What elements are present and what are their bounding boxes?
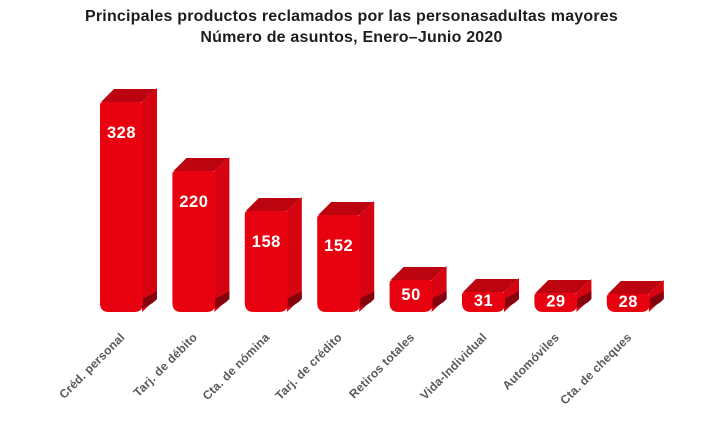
x-axis-label: Tarj. de crédito <box>272 330 344 402</box>
bar-value-label: 31 <box>474 292 493 310</box>
bar-top-face <box>607 281 663 294</box>
x-axis-label: Vida-Individual <box>417 330 489 402</box>
x-axis-label: Automóviles <box>500 330 562 392</box>
x-axis-label: Cta. de nómina <box>200 330 273 403</box>
x-axis-label: Retiros totales <box>346 330 417 401</box>
bar-front-face <box>100 102 143 312</box>
bar-side-face <box>286 197 302 312</box>
bar-value-label: 152 <box>324 237 353 255</box>
bar-top-face <box>101 89 156 102</box>
bar-value-label: 220 <box>179 193 208 211</box>
chart-title-line2: Número de asuntos, Enero–Junio 2020 <box>200 29 503 46</box>
bar-side-face <box>214 157 230 312</box>
bar-value-label: 50 <box>401 286 420 304</box>
bar-value-label: 158 <box>252 233 281 251</box>
bar-top-face <box>463 279 518 292</box>
chart-title: Principales productos reclamados por las… <box>0 6 703 48</box>
bar-top-face <box>173 158 229 171</box>
bar-top-face <box>318 202 374 215</box>
bar-front-face <box>534 293 578 312</box>
bar-front-face <box>244 211 288 312</box>
bar-front-face <box>172 171 216 312</box>
bar-value-label: 328 <box>107 124 136 142</box>
bar-front-face <box>317 215 361 312</box>
bar-top-face <box>245 198 301 211</box>
bar-front-face <box>389 280 433 312</box>
bar-top-face <box>390 267 446 280</box>
chart-title-line1: Principales productos reclamados por las… <box>85 8 618 25</box>
x-axis-label: Tarj. de débito <box>131 330 200 399</box>
x-axis-label: Créd. personal <box>56 330 127 401</box>
bar-front-face <box>606 294 650 312</box>
bar-value-label: 28 <box>619 293 638 311</box>
bar-front-face <box>462 292 505 312</box>
x-axis-label: Cta. de cheques <box>557 330 634 407</box>
bar-group: 328 Créd. personal <box>56 88 157 402</box>
bar-side-face <box>142 88 157 312</box>
bar-value-label: 29 <box>546 293 565 311</box>
bar-top-face <box>535 280 591 293</box>
bar-side-face <box>359 201 375 312</box>
